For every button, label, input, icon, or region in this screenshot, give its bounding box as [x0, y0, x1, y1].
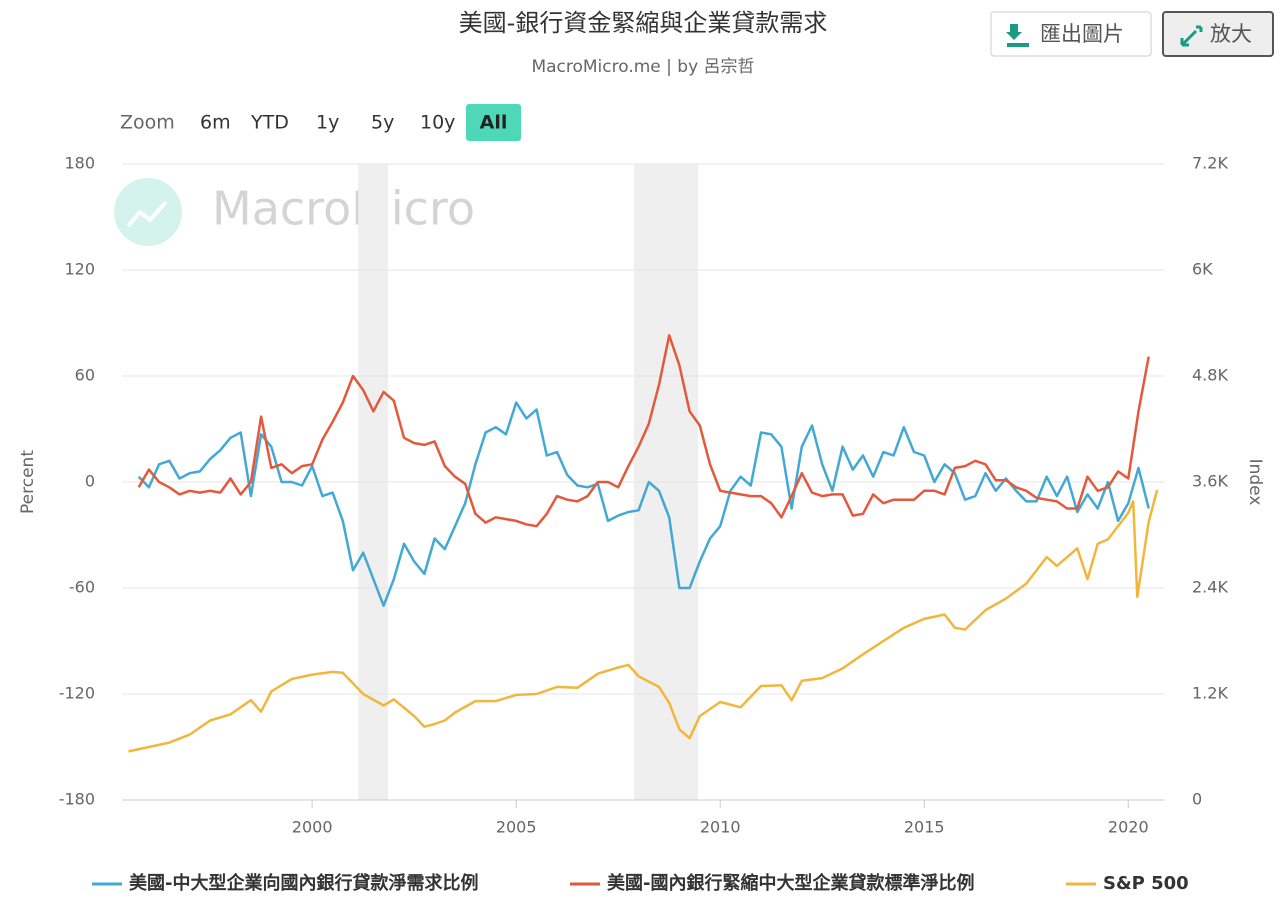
zoom-option[interactable]: 6m	[200, 112, 231, 134]
y2-tick-label: 4.8K	[1192, 366, 1228, 385]
x-tick-label: 2000	[292, 818, 333, 837]
watermark-logo	[114, 178, 182, 246]
zoom-option-label[interactable]: 1y	[316, 112, 339, 134]
series-line	[137, 401, 1150, 607]
zoom-option-label[interactable]: 6m	[200, 112, 231, 134]
legend-item[interactable]: 美國-中大型企業向國內銀行貸款淨需求比例	[92, 872, 478, 894]
y2-tick-label: 1.2K	[1192, 684, 1228, 703]
enlarge-button[interactable]: 放大	[1162, 11, 1274, 57]
y-tick-label: 0	[85, 472, 95, 491]
y-tick-label: -180	[59, 790, 95, 809]
x-tick-label: 2015	[904, 818, 945, 837]
legend-label[interactable]: 美國-國內銀行緊縮中大型企業貸款標準淨比例	[607, 872, 974, 894]
export-button[interactable]: 匯出圖片	[990, 11, 1152, 57]
legend-label[interactable]: S&P 500	[1103, 873, 1189, 894]
zoom-option[interactable]: 10y	[420, 112, 455, 134]
enlarge-button-box[interactable]	[1162, 11, 1274, 57]
y-tick-label: -60	[69, 578, 95, 597]
y2-tick-label: 2.4K	[1192, 578, 1228, 597]
enlarge-icon[interactable]	[1180, 25, 1203, 47]
export-button-label[interactable]: 匯出圖片	[1040, 22, 1124, 46]
y-axis-title: Percent	[18, 450, 38, 514]
legend-label[interactable]: 美國-中大型企業向國內銀行貸款淨需求比例	[129, 872, 478, 894]
zoom-option[interactable]: 5y	[371, 112, 394, 134]
y2-tick-label: 6K	[1192, 260, 1213, 279]
zoom-label: Zoom	[120, 112, 175, 134]
download-icon[interactable]	[1006, 24, 1029, 47]
legend-item[interactable]: 美國-國內銀行緊縮中大型企業貸款標準淨比例	[570, 872, 974, 894]
y2-tick-label: 0	[1192, 790, 1202, 809]
chart-subtitle: MacroMicro.me | by 呂宗哲	[531, 57, 754, 77]
y-tick-label: 60	[75, 366, 95, 385]
legend-item[interactable]: S&P 500	[1066, 873, 1189, 894]
zoom-option[interactable]: 1y	[316, 112, 339, 134]
zoom-option-label[interactable]: YTD	[250, 112, 289, 134]
series-line	[128, 489, 1159, 753]
y2-tick-label: 3.6K	[1192, 472, 1228, 491]
zoom-option-label[interactable]: 10y	[420, 112, 455, 134]
y-tick-label: 180	[64, 154, 95, 173]
y-tick-label: 120	[64, 260, 95, 279]
zoom-option-label[interactable]: All	[480, 112, 508, 134]
series-line	[137, 334, 1150, 528]
chart-title: 美國-銀行資金緊縮與企業貸款需求	[459, 9, 828, 37]
zoom-option[interactable]: All	[466, 104, 521, 141]
x-tick-label: 2005	[496, 818, 537, 837]
y2-axis-title: Index	[1245, 459, 1265, 506]
enlarge-button-label[interactable]: 放大	[1210, 22, 1252, 46]
zoom-option-label[interactable]: 5y	[371, 112, 394, 134]
zoom-option[interactable]: YTD	[250, 112, 289, 134]
x-tick-label: 2020	[1108, 818, 1149, 837]
watermark-logo-mark	[126, 200, 168, 228]
y2-tick-label: 7.2K	[1192, 154, 1228, 173]
watermark: MacroMicro	[212, 182, 475, 236]
zoom-option-highlight[interactable]	[466, 104, 521, 141]
y-tick-label: -120	[59, 684, 95, 703]
x-tick-label: 2010	[700, 818, 741, 837]
export-button-box[interactable]	[990, 11, 1152, 57]
